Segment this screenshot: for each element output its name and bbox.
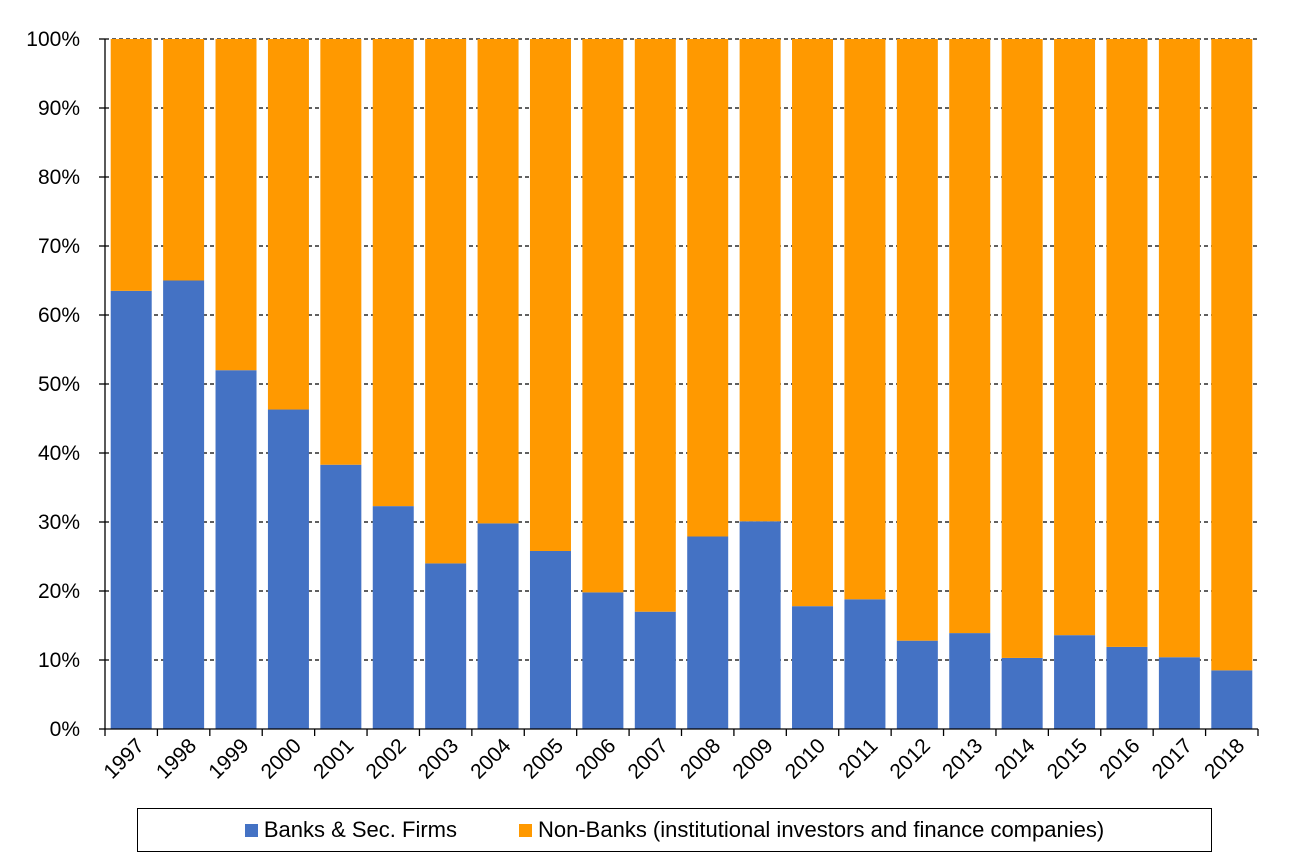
bar-nonbanks-2007 <box>634 39 676 612</box>
x-tick-label-2004: 2004 <box>466 734 516 784</box>
bar-banks-2017 <box>1158 657 1200 729</box>
bar-nonbanks-2013 <box>949 39 991 634</box>
x-tick-label-2009: 2009 <box>728 734 777 783</box>
bar-banks-2004 <box>477 523 519 729</box>
legend-swatch-nonbanks <box>518 823 532 837</box>
x-tick-label-2005: 2005 <box>519 734 568 783</box>
bar-banks-2003 <box>425 563 467 729</box>
y-tick-label: 60% <box>38 304 80 327</box>
x-tick-label-2000: 2000 <box>257 734 306 783</box>
x-tick-label-1999: 1999 <box>204 734 253 783</box>
legend-item-banks: Banks & Sec. Firms <box>244 817 457 843</box>
x-tick-label-2008: 2008 <box>676 734 725 783</box>
bar-nonbanks-2003 <box>425 39 467 564</box>
y-tick-label: 50% <box>38 373 80 396</box>
bar-banks-2002 <box>372 506 414 729</box>
bar-nonbanks-1999 <box>215 39 257 371</box>
y-tick-label: 80% <box>38 166 80 189</box>
bar-nonbanks-2002 <box>372 39 414 507</box>
bar-banks-2009 <box>739 521 781 729</box>
y-tick-label: 0% <box>50 718 80 741</box>
bar-nonbanks-2004 <box>477 39 519 524</box>
bar-banks-2005 <box>529 550 571 729</box>
x-tick-label-1998: 1998 <box>152 734 201 783</box>
y-tick-label: 90% <box>38 97 80 120</box>
bars-group <box>110 39 1253 729</box>
x-tick-label-2016: 2016 <box>1095 734 1144 783</box>
bar-banks-2016 <box>1106 646 1148 729</box>
bar-nonbanks-2011 <box>844 39 886 600</box>
bar-nonbanks-2008 <box>687 39 729 537</box>
x-tick-label-2017: 2017 <box>1148 734 1197 783</box>
legend-swatch-banks <box>244 823 258 837</box>
bar-nonbanks-1998 <box>163 39 205 281</box>
bar-banks-2001 <box>320 464 362 729</box>
bar-banks-2014 <box>1001 657 1043 729</box>
x-tick-label-2018: 2018 <box>1200 734 1249 783</box>
legend-label-nonbanks: Non-Banks (institutional investors and f… <box>537 817 1105 842</box>
stacked-bar-chart: 0%10%20%30%40%50%60%70%80%90%100% 1997 19… <box>26 28 1259 784</box>
x-tick-label-2014: 2014 <box>990 734 1040 784</box>
bar-nonbanks-2001 <box>320 39 362 465</box>
bar-nonbanks-2006 <box>582 39 624 593</box>
legend-label-banks: Banks & Sec. Firms <box>263 817 457 842</box>
legend: Banks & Sec. Firms Non-Banks (institutio… <box>137 808 1212 852</box>
bar-nonbanks-2015 <box>1054 39 1096 636</box>
bar-nonbanks-2018 <box>1211 39 1253 671</box>
x-tick-label-2007: 2007 <box>624 734 673 783</box>
x-tick-label-2012: 2012 <box>886 734 935 783</box>
bar-banks-2007 <box>634 611 676 729</box>
y-tick-label: 40% <box>38 442 80 465</box>
x-tick-label-2013: 2013 <box>938 734 987 783</box>
bar-banks-1999 <box>215 370 257 729</box>
bar-banks-1998 <box>163 280 205 729</box>
x-tick-label-2003: 2003 <box>414 734 463 783</box>
y-tick-label: 10% <box>38 649 80 672</box>
bar-nonbanks-2000 <box>267 39 309 410</box>
bar-nonbanks-2009 <box>739 39 781 522</box>
bar-banks-1997 <box>110 290 152 729</box>
bar-nonbanks-2014 <box>1001 39 1043 658</box>
legend-item-nonbanks: Non-Banks (institutional investors and f… <box>518 817 1105 843</box>
bar-nonbanks-2012 <box>896 39 938 641</box>
bar-banks-2012 <box>896 640 938 729</box>
bar-banks-2008 <box>687 536 729 729</box>
x-tick-label-2002: 2002 <box>361 734 410 783</box>
bar-banks-2015 <box>1054 635 1096 729</box>
x-tick-label-2006: 2006 <box>571 734 620 783</box>
bar-banks-2018 <box>1211 670 1253 729</box>
bar-banks-2013 <box>949 633 991 729</box>
y-tick-label: 70% <box>38 235 80 258</box>
y-tick-label: 20% <box>38 580 80 603</box>
y-tick-labels: 0% 10% 20% 30% 40% 50% 60% 70% 80% 90% 100% <box>26 28 80 741</box>
x-tick-label-2011: 2011 <box>834 734 882 782</box>
x-tick-label-2010: 2010 <box>781 734 830 783</box>
y-tick-label: 100% <box>26 28 80 51</box>
bar-nonbanks-2017 <box>1158 39 1200 658</box>
axes <box>99 38 1259 736</box>
y-tick-label: 30% <box>38 511 80 534</box>
bar-nonbanks-2016 <box>1106 39 1148 647</box>
x-tick-label-1997: 1997 <box>99 734 148 783</box>
bar-banks-2011 <box>844 599 886 729</box>
bar-banks-2000 <box>267 409 309 729</box>
bar-nonbanks-2005 <box>529 39 571 551</box>
bar-banks-2006 <box>582 592 624 729</box>
bar-nonbanks-1997 <box>110 39 152 291</box>
x-tick-labels: 1997 1998 1999 2000 2001 2002 2003 2004 2005 2006… <box>99 734 1249 784</box>
bar-nonbanks-2010 <box>792 39 834 607</box>
bar-banks-2010 <box>792 606 834 729</box>
x-tick-label-2001: 2001 <box>309 734 358 783</box>
x-tick-label-2015: 2015 <box>1043 734 1092 783</box>
